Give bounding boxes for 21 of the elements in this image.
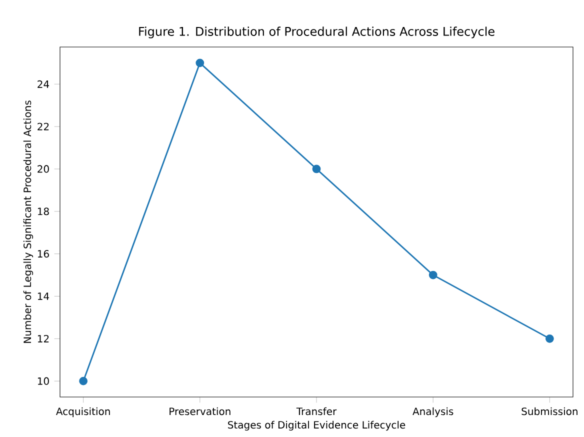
x-tick-label: Preservation [170, 407, 230, 416]
point [428, 270, 438, 280]
y-tick-label: 24 [38, 80, 50, 88]
y-tick-label: 20 [38, 165, 49, 173]
point [196, 58, 204, 68]
x-tick-label: Acquisition [56, 407, 110, 418]
x-axis-title: Stages of Digital Evidence Lifecycle [228, 420, 406, 431]
x-tick-label: Transfer [296, 407, 337, 416]
chart-title: Figure 1. Distribution of Procedural Actions Across Lifecycle [139, 26, 494, 38]
y-axis-title: Number of Legally Significant Procedural Actions [23, 100, 34, 343]
x-tick-label: Analysis [412, 407, 454, 418]
y-tick-label: 12 [38, 334, 49, 342]
point [545, 334, 554, 343]
y-tick-label: 14 [38, 292, 50, 300]
point [79, 376, 88, 386]
x-tick-label: Submission [522, 407, 578, 416]
y-tick-label: 16 [38, 250, 49, 258]
point [312, 164, 321, 174]
y-tick-label: 10 [38, 377, 49, 385]
y-tick-label: 18 [38, 208, 49, 216]
y-tick-label: 22 [38, 122, 49, 130]
